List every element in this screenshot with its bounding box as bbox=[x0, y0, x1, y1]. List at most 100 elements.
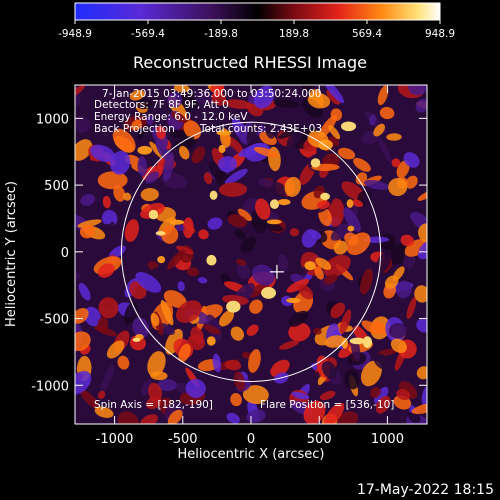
intensity-blob bbox=[153, 267, 173, 284]
intensity-blob bbox=[176, 245, 194, 255]
x-tick-label: -1000 bbox=[96, 432, 134, 447]
intensity-blob bbox=[414, 285, 427, 303]
colorbar-ticks bbox=[74, 20, 441, 24]
intensity-blob bbox=[248, 349, 261, 373]
intensity-blob bbox=[346, 232, 371, 256]
total-counts-text: Total counts: 2.43E+03 bbox=[199, 123, 322, 135]
x-tick-labels: -1000 -500 0 500 1000 bbox=[96, 432, 404, 447]
intensity-blob bbox=[321, 361, 337, 379]
y-tick-label: 0 bbox=[61, 246, 69, 261]
intensity-hotspot bbox=[320, 192, 330, 201]
intensity-blob bbox=[94, 406, 114, 418]
intensity-blob bbox=[255, 198, 271, 220]
intensity-blob bbox=[252, 264, 275, 286]
intensity-blob bbox=[190, 326, 204, 345]
intensity-blob bbox=[303, 400, 326, 424]
intensity-blob bbox=[258, 178, 274, 188]
colorbar-tick-label: -189.8 bbox=[204, 28, 238, 40]
intensity-hotspot bbox=[148, 209, 159, 220]
intensity-blob bbox=[360, 268, 373, 295]
intensity-blob bbox=[323, 85, 345, 104]
intensity-blob bbox=[323, 254, 351, 278]
intensity-blob bbox=[253, 85, 275, 109]
intensity-blob bbox=[396, 160, 410, 179]
intensity-blob bbox=[408, 411, 421, 423]
intensity-blob bbox=[117, 411, 140, 424]
intensity-blob bbox=[98, 297, 119, 319]
intensity-hotspot bbox=[349, 337, 366, 345]
intensity-blob bbox=[377, 348, 397, 357]
intensity-blob bbox=[286, 130, 302, 149]
intensity-blob bbox=[253, 147, 279, 158]
intensity-blob bbox=[97, 171, 128, 190]
intensity-blob bbox=[236, 263, 251, 280]
intensity-blob bbox=[360, 360, 382, 387]
intensity-hotspot bbox=[346, 199, 354, 208]
intensity-blob bbox=[110, 150, 131, 175]
intensity-blob bbox=[288, 310, 309, 327]
intensity-hotspot bbox=[362, 336, 373, 349]
intensity-blob bbox=[148, 382, 162, 402]
intensity-blob bbox=[373, 155, 383, 165]
intensity-blob bbox=[326, 89, 341, 105]
intensity-blob bbox=[237, 208, 252, 222]
flare-position-text: Flare Position = [536,-10] bbox=[260, 399, 394, 411]
intensity-hotspot bbox=[286, 297, 301, 303]
intensity-blob bbox=[172, 136, 195, 149]
intensity-blob bbox=[218, 182, 248, 197]
intensity-blob bbox=[97, 390, 106, 400]
y-tick-label: 500 bbox=[44, 179, 69, 194]
y-tick-label: -1000 bbox=[31, 379, 69, 394]
footer-date: 17-May-2022 18:15 bbox=[356, 482, 494, 498]
intensity-blob bbox=[106, 340, 125, 359]
intensity-blob bbox=[167, 92, 183, 108]
intensity-blob bbox=[279, 340, 299, 350]
intensity-hotspot bbox=[132, 337, 141, 342]
intensity-blob bbox=[194, 91, 212, 105]
intensity-blob bbox=[353, 157, 371, 172]
intensity-hotspot bbox=[340, 121, 357, 132]
intensity-blob bbox=[324, 402, 345, 424]
intensity-blob bbox=[417, 189, 427, 201]
intensity-blob bbox=[117, 355, 130, 370]
intensity-blob bbox=[377, 85, 389, 106]
intensity-blob bbox=[375, 396, 391, 414]
intensity-blob bbox=[77, 219, 102, 228]
intensity-blob bbox=[155, 139, 170, 161]
intensity-blob bbox=[405, 175, 418, 189]
intensity-blob bbox=[178, 343, 191, 363]
intensity-blob bbox=[313, 327, 322, 335]
annotations: 7-Jan-2015 03:49:36.000 to 03:50:24.000 … bbox=[94, 88, 394, 411]
intensity-blob bbox=[181, 91, 199, 111]
intensity-hotspot bbox=[157, 255, 166, 264]
intensity-blob bbox=[340, 309, 352, 334]
intensity-blob bbox=[167, 409, 183, 424]
intensity-blob bbox=[75, 370, 92, 395]
intensity-blob bbox=[157, 379, 178, 392]
intensity-blob bbox=[203, 172, 213, 185]
intensity-blob bbox=[396, 389, 411, 401]
intensity-blob bbox=[289, 228, 300, 237]
intensity-blob bbox=[249, 299, 263, 314]
intensity-blob bbox=[97, 316, 109, 332]
intensity-blob bbox=[362, 194, 386, 219]
axis-ticks bbox=[75, 85, 427, 424]
intensity-blob bbox=[113, 185, 126, 202]
intensity-blob bbox=[388, 323, 408, 339]
intensity-blob bbox=[369, 114, 376, 126]
intensity-blob bbox=[403, 152, 420, 168]
intensity-blob bbox=[379, 106, 395, 120]
intensity-blob bbox=[408, 85, 427, 96]
intensity-blob bbox=[391, 158, 401, 168]
intensity-blob bbox=[224, 168, 248, 185]
solar-limb-circle bbox=[120, 121, 382, 382]
intensity-blob bbox=[273, 99, 300, 108]
intensity-blob bbox=[284, 176, 301, 197]
colorbar-tick-label: 569.4 bbox=[352, 28, 382, 40]
intensity-blob bbox=[256, 220, 284, 232]
intensity-blob bbox=[123, 192, 132, 201]
intensity-blob bbox=[106, 394, 130, 415]
intensity-blob bbox=[416, 366, 427, 380]
intensity-hotspot bbox=[269, 199, 280, 210]
